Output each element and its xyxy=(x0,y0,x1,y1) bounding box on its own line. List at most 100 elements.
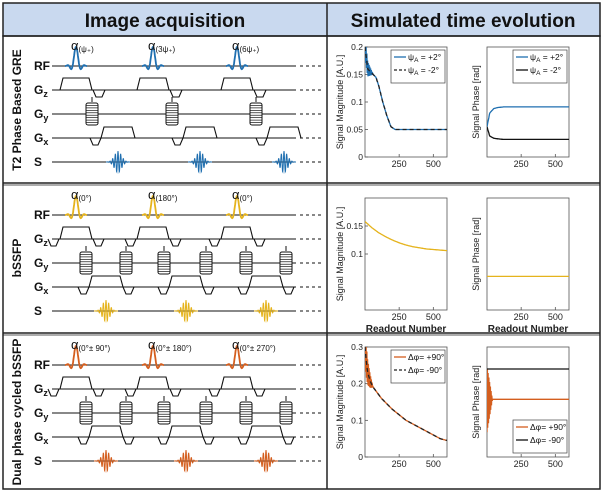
y-tick-label: 0.3 xyxy=(351,342,363,352)
gz-rewinder-2 xyxy=(169,238,182,247)
gz-rewinder-3 xyxy=(253,388,266,397)
y-tick-label: 0.1 xyxy=(351,97,363,107)
rf-pulse-1 xyxy=(65,344,87,370)
gy-phase-encode-6 xyxy=(279,251,293,275)
gx-readout-3 xyxy=(266,126,302,139)
channel-label-gz: Gz xyxy=(34,382,48,398)
signal-echo-3 xyxy=(254,299,278,323)
outer-frame xyxy=(2,35,601,490)
chart-5: 250 500 0 0.1 0.2 0.3 Signal Magnitude [A.U.] Δ… xyxy=(335,342,448,469)
gx-prephaser-2 xyxy=(171,137,184,146)
gy-phase-encode-1 xyxy=(79,401,93,425)
x-tick-label: 250 xyxy=(392,159,407,169)
x-tick-label: 250 xyxy=(514,312,529,322)
series-line-1 xyxy=(365,221,447,252)
legend-entry: Δφ= +90° xyxy=(408,352,444,362)
x-tick-label: 250 xyxy=(392,459,407,469)
y-tick-label: 0.15 xyxy=(346,221,363,231)
legend-entry: Δφ= -90° xyxy=(530,435,564,445)
gy-phase-encode-6 xyxy=(279,401,293,425)
gx-prephaser-1 xyxy=(89,137,102,146)
row-label-3: Dual phase cycled bSSFP xyxy=(10,339,24,486)
channel-label-s: S xyxy=(34,304,42,318)
channel-label-gx: Gx xyxy=(34,430,48,446)
header-band xyxy=(2,2,601,37)
signal-echo-1 xyxy=(94,449,118,473)
x-axis-label: Readout Number xyxy=(366,324,447,335)
x-tick-label: 500 xyxy=(426,459,441,469)
series-line-2 xyxy=(365,347,447,442)
gx-readout-1 xyxy=(88,425,124,438)
rf-pulse-3 xyxy=(226,194,248,220)
gz-slice-select-3 xyxy=(220,77,254,91)
gy-phase-encode-5 xyxy=(239,401,253,425)
signal-echo-3 xyxy=(254,449,278,473)
gx-rephaser-1 xyxy=(122,286,135,295)
y-tick-label: 0.15 xyxy=(346,70,363,80)
gz-rewinder-1 xyxy=(92,388,105,397)
gz-rewinder-2 xyxy=(169,89,183,98)
x-tick-label: 250 xyxy=(514,159,529,169)
y-axis-label: Signal Magnitude [A.U.] xyxy=(335,207,345,302)
gx-prephaser-3 xyxy=(237,286,250,295)
signal-echo-2 xyxy=(174,299,198,323)
signal-echo-2 xyxy=(174,449,198,473)
chart-axes-box xyxy=(486,197,570,311)
gz-prephaser-2 xyxy=(124,388,137,397)
gx-prephaser-3 xyxy=(255,137,268,146)
gy-phase-encode-1 xyxy=(85,102,99,126)
y-axis-label: Signal Magnitude [A.U.] xyxy=(335,55,345,150)
legend: Δφ= +90° Δφ= -90° xyxy=(512,419,568,454)
legend-entry: Δφ= -90° xyxy=(408,365,442,375)
rf-pulse-2 xyxy=(142,45,164,71)
gy-phase-encode-5 xyxy=(239,251,253,275)
chart-1: 250 500 0 0.05 0.1 0.15 0.2 Signal Magnitude [A… xyxy=(335,42,448,169)
gx-readout-3 xyxy=(248,425,284,438)
channel-label-gz: Gz xyxy=(34,83,48,99)
chart-layer: 250 500 0 0.05 0.1 0.15 0.2 Signal Magnitude [A… xyxy=(335,42,570,469)
gy-phase-encode-1 xyxy=(79,251,93,275)
gy-phase-encode-4 xyxy=(199,401,213,425)
gz-slice-select-2 xyxy=(136,376,170,390)
flip-angle-label-2: α(0°± 180°) xyxy=(148,337,192,353)
gz-prephaser-3 xyxy=(208,388,221,397)
gx-readout-2 xyxy=(182,126,218,139)
x-tick-label: 500 xyxy=(548,159,563,169)
sequence-row-2: RF Gz Gy Gx Sα(0°) α(180°) α(0°) xyxy=(34,187,322,323)
chart-4: 250 500 Signal Phase [rad] Readout Number xyxy=(471,197,570,335)
gz-slice-select-3 xyxy=(220,376,254,390)
sequence-row-3: RF Gz Gy Gx Sα(0°± 90°) α(0°± 180°) α(0°± 270°… xyxy=(34,337,322,473)
y-axis-label: Signal Phase [rad] xyxy=(471,365,481,439)
rf-pulse-2 xyxy=(142,344,164,370)
y-tick-label: 0 xyxy=(358,452,363,462)
gx-prephaser-3 xyxy=(237,436,250,445)
y-tick-label: 0.05 xyxy=(346,125,363,135)
gz-prephaser-3 xyxy=(208,238,221,247)
y-axis-label: Signal Magnitude [A.U.] xyxy=(335,355,345,450)
legend: ψA = +2°ψA = -2° xyxy=(390,49,446,84)
gz-rewinder-1 xyxy=(92,238,105,247)
gy-phase-encode-2 xyxy=(165,102,179,126)
pulse-sequence-layer: RF Gz Gy Gx Sα(ψ₊) α(3ψ₊) α(6ψ₊) RF Gz Gy Gx Sα(0°)… xyxy=(34,38,322,473)
rf-pulse-2 xyxy=(142,194,164,220)
flip-angle-label-3: α(6ψ₊) xyxy=(232,38,260,54)
y-axis-label: Signal Phase [rad] xyxy=(471,217,481,291)
channel-label-gy: Gy xyxy=(34,256,48,272)
y-tick-label: 0.1 xyxy=(351,249,363,259)
channel-label-gx: Gx xyxy=(34,280,48,296)
gz-rewinder-2 xyxy=(169,388,182,397)
gx-rephaser-1 xyxy=(122,436,135,445)
gz-rewinder-3 xyxy=(253,89,267,98)
gx-rephaser-3 xyxy=(282,436,295,445)
gz-prephaser-1 xyxy=(47,388,60,397)
legend-box xyxy=(390,349,446,384)
gz-rewinder-1 xyxy=(92,89,106,98)
flip-angle-label-1: α(0°) xyxy=(71,187,92,203)
x-tick-label: 250 xyxy=(392,312,407,322)
rf-pulse-3 xyxy=(226,344,248,370)
gy-phase-encode-3 xyxy=(249,102,263,126)
gx-rephaser-2 xyxy=(202,286,215,295)
legend-box xyxy=(512,419,568,454)
